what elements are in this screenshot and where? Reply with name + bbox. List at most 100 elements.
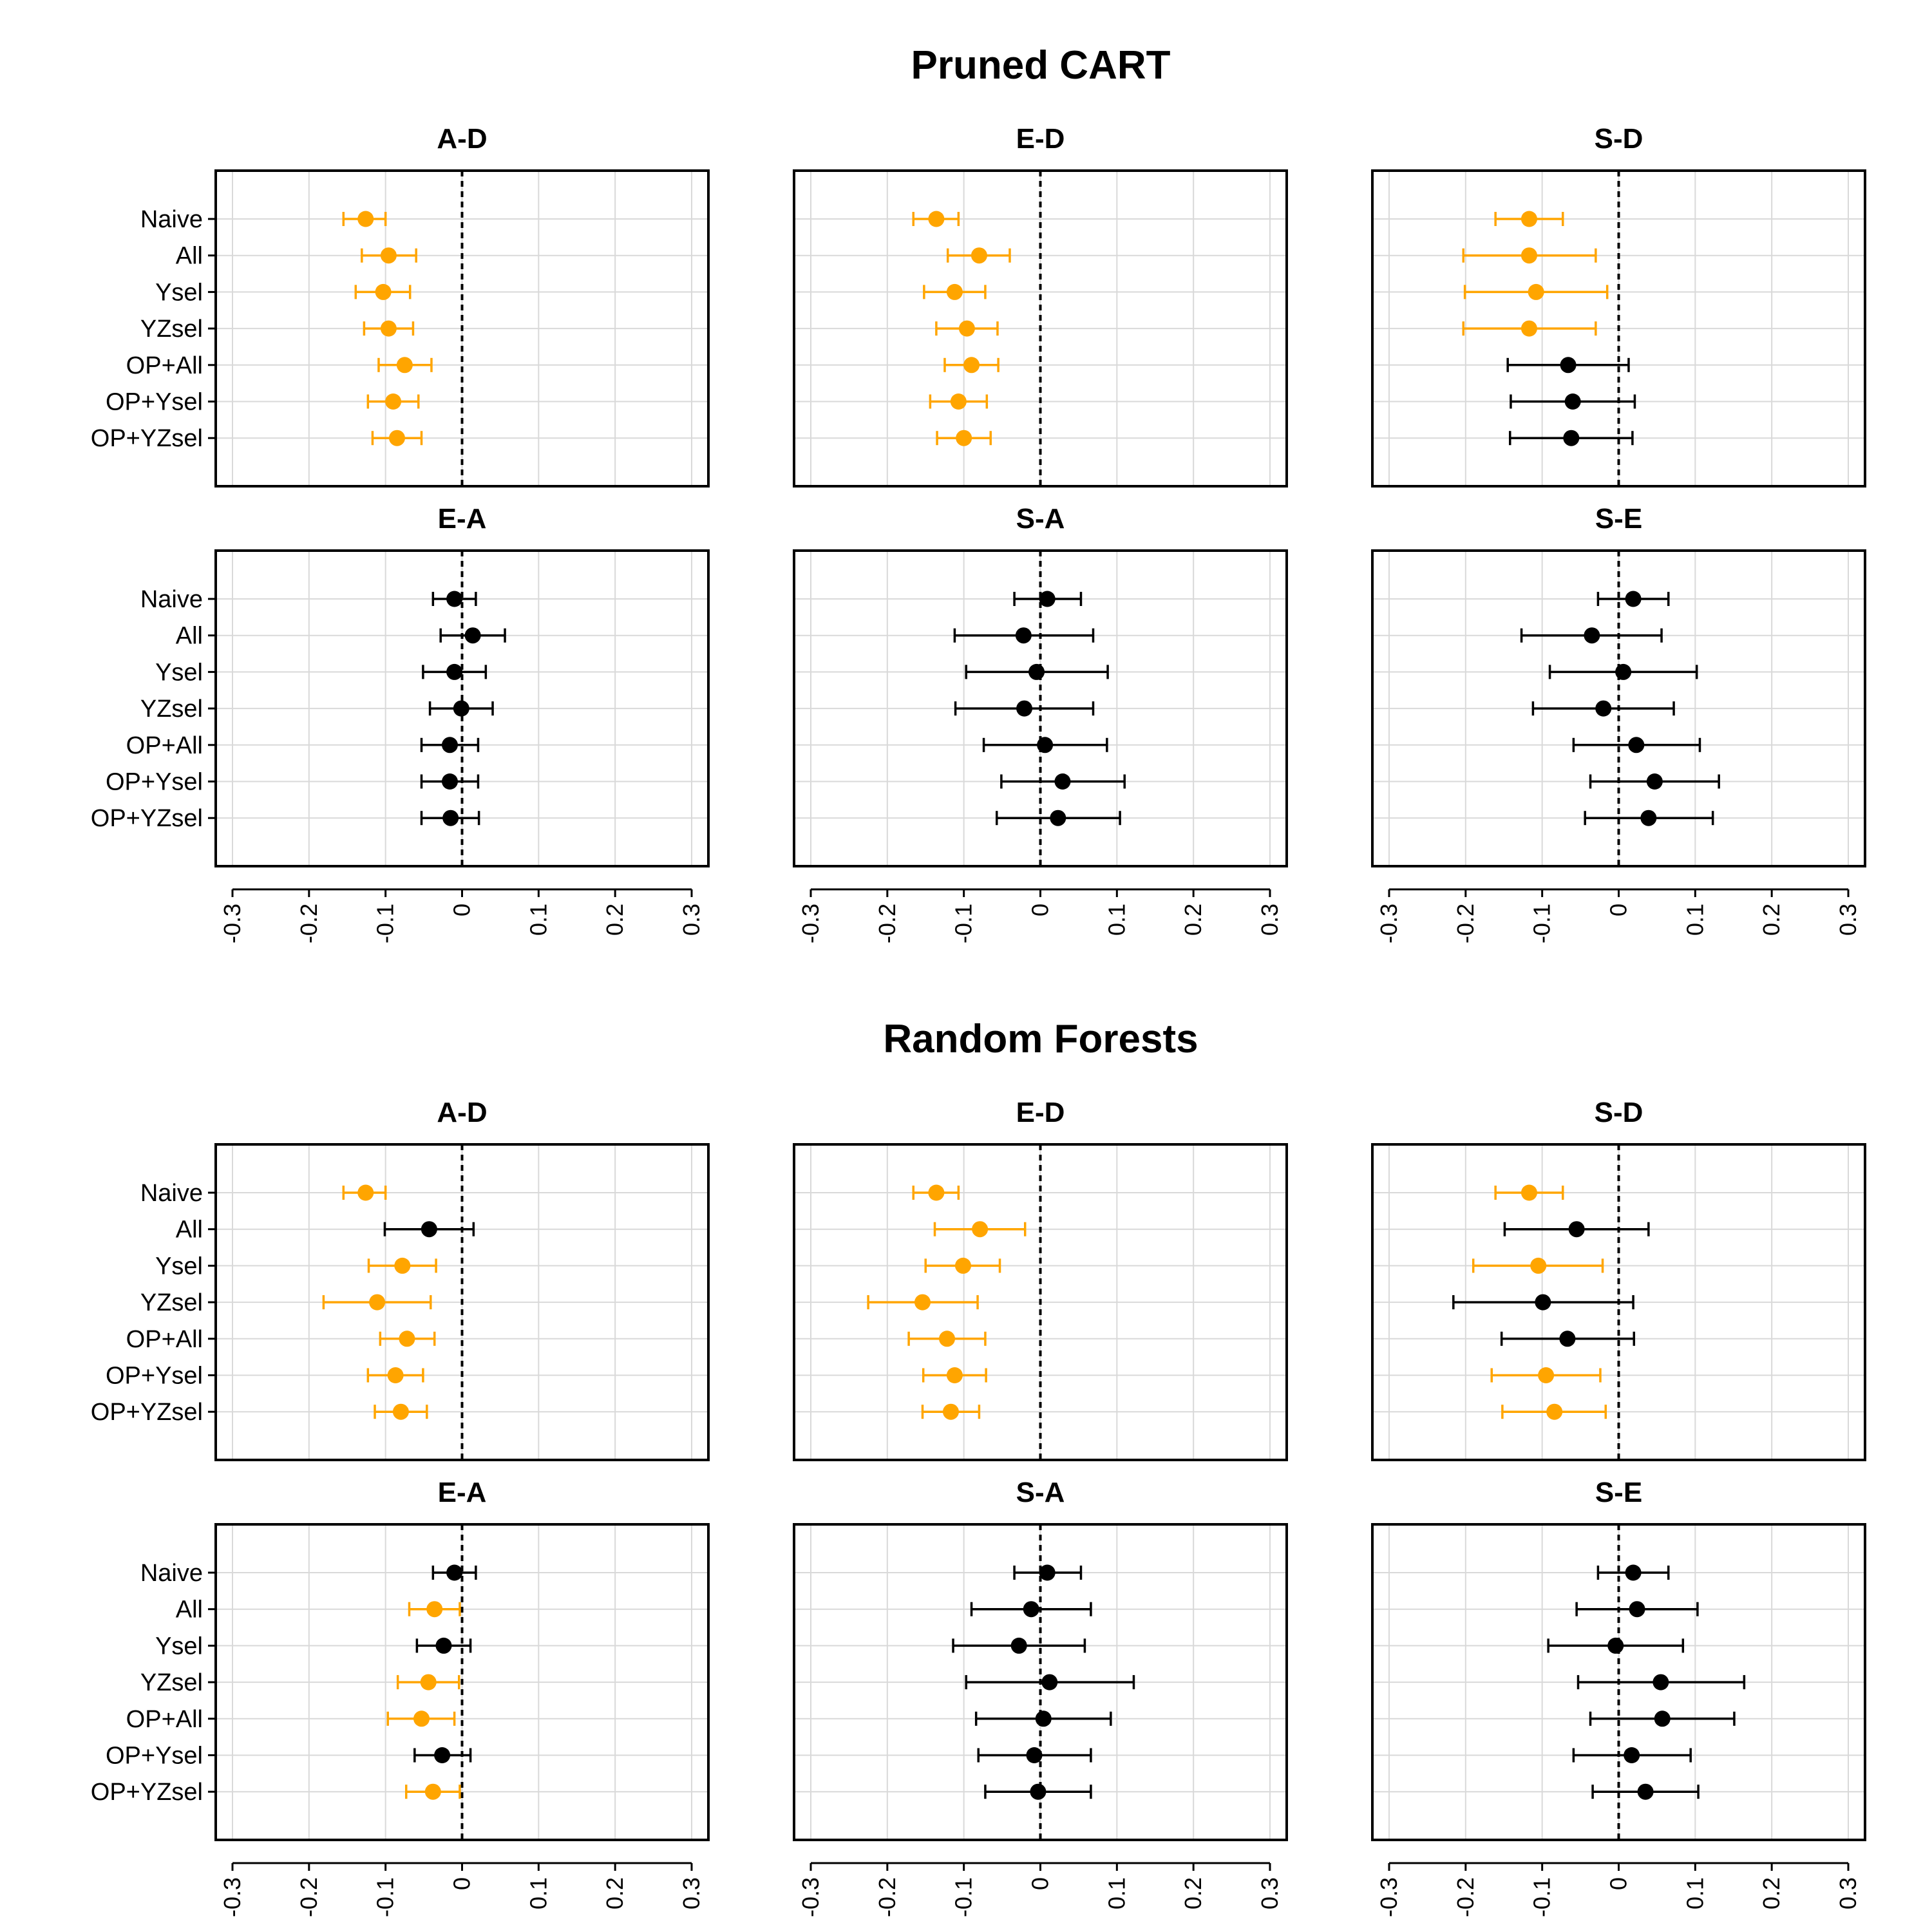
panel-title: E-D (1016, 1097, 1065, 1128)
category-label: OP+All (126, 1326, 203, 1353)
category-label: YZsel (140, 696, 203, 723)
category-label: Naive (140, 1560, 203, 1587)
point-estimate (1568, 1221, 1585, 1238)
point-estimate (1546, 1403, 1563, 1420)
point-estimate (972, 1221, 989, 1238)
x-tick-label: -0.3 (797, 1877, 824, 1917)
point-estimate (1625, 591, 1642, 607)
x-tick-label: -0.2 (1452, 904, 1479, 943)
estimate-op-plus-yzsel (374, 1403, 428, 1420)
point-estimate (942, 1403, 959, 1420)
estimate-all (361, 247, 417, 264)
point-estimate (1653, 1674, 1669, 1690)
point-estimate (1654, 1710, 1671, 1727)
point-estimate (435, 1637, 452, 1654)
x-tick-label: 0 (449, 904, 475, 916)
point-estimate (963, 357, 980, 374)
estimate-op-plus-all (379, 1331, 436, 1347)
point-estimate (1559, 1331, 1576, 1347)
point-estimate (1028, 663, 1045, 680)
x-tick-label: -0.3 (797, 904, 824, 943)
point-estimate (1054, 773, 1071, 790)
point-estimate (1520, 1184, 1537, 1201)
estimate-naive (1013, 1564, 1083, 1581)
x-tick-label: -0.1 (372, 1877, 399, 1917)
estimate-op-plus-all (974, 1710, 1112, 1727)
estimate-naive (431, 591, 477, 607)
point-estimate (1646, 773, 1663, 790)
point-estimate (1584, 627, 1600, 644)
point-estimate (380, 320, 397, 337)
estimate-ysel (1548, 663, 1698, 680)
x-tick-label: -0.2 (296, 904, 322, 943)
x-tick-label: 0 (1605, 904, 1632, 916)
estimate-ysel (923, 283, 987, 300)
panel-title: S-A (1016, 503, 1065, 535)
point-estimate (1035, 1710, 1052, 1727)
panel-title: S-E (1595, 1477, 1642, 1508)
x-tick-label: 0.1 (525, 904, 551, 936)
x-tick-label: 0.1 (1681, 1877, 1708, 1909)
point-estimate (392, 1403, 409, 1420)
category-label: Naive (140, 206, 203, 233)
x-tick-label: -0.3 (1376, 1877, 1402, 1917)
estimate-op-plus-all (1500, 1331, 1636, 1347)
x-axis: -0.3 -0.2 -0.1 0 0.1 0.2 0.3 (797, 1862, 1283, 1917)
estimate-all (408, 1601, 461, 1618)
category-label: OP+Ysel (106, 389, 203, 416)
estimate-op-plus-ysel (1000, 773, 1126, 790)
estimate-op-plus-yzsel (371, 430, 423, 446)
point-estimate (1015, 627, 1032, 644)
estimate-op-plus-all (982, 737, 1108, 753)
category-label: OP+Ysel (106, 1743, 203, 1770)
point-estimate (375, 283, 392, 300)
panel-a-d: A-D Naive All Ysel YZsel OP+All OP+Ysel OP+YZse… (91, 1097, 710, 1461)
point-estimate (1016, 700, 1033, 717)
estimate-yzsel (954, 700, 1095, 717)
category-label: Naive (140, 586, 203, 613)
estimate-yzsel (1462, 320, 1597, 337)
category-label: YZsel (140, 316, 203, 343)
point-estimate (1628, 737, 1645, 753)
estimate-all (383, 1221, 475, 1238)
x-tick-label: -0.1 (372, 904, 399, 943)
category-label: Ysel (155, 1633, 203, 1660)
estimate-all (439, 627, 506, 644)
point-estimate (958, 320, 975, 337)
point-estimate (369, 1294, 386, 1311)
panel-title: E-D (1016, 123, 1065, 155)
estimate-op-plus-ysel (420, 773, 480, 790)
category-label: All (176, 623, 203, 650)
point-estimate (426, 1601, 443, 1618)
estimate-all (1520, 627, 1663, 644)
estimate-op-plus-ysel (922, 1367, 987, 1383)
estimate-ysel (952, 1637, 1086, 1654)
point-estimate (1520, 211, 1537, 227)
estimate-naive (912, 211, 960, 227)
estimate-op-plus-yzsel (1584, 810, 1714, 826)
x-tick-label: 0 (449, 1877, 475, 1890)
x-tick-label: 0.2 (1758, 1877, 1785, 1909)
category-label: All (176, 243, 203, 270)
point-estimate (446, 591, 463, 607)
category-label: All (176, 1596, 203, 1624)
point-estimate (1625, 1564, 1642, 1581)
panel-e-d: E-D (793, 123, 1288, 488)
x-tick-label: 0 (1027, 1877, 1054, 1890)
panel-s-a: S-A -0.3 -0.2 -0.1 0 0.1 0.2 0.3 (793, 503, 1288, 943)
point-estimate (441, 737, 458, 753)
point-estimate (1039, 1564, 1056, 1581)
point-estimate (1520, 320, 1537, 337)
estimate-naive (342, 1184, 387, 1201)
point-estimate (387, 1367, 404, 1383)
panel-frame (793, 169, 1288, 488)
x-tick-label: -0.1 (951, 904, 977, 943)
estimate-ysel (415, 1637, 472, 1654)
point-estimate (1595, 700, 1612, 717)
point-estimate (357, 211, 374, 227)
point-estimate (385, 393, 402, 410)
point-estimate (1528, 283, 1544, 300)
estimate-op-plus-all (377, 357, 433, 374)
section-pruned-cart: Pruned CART A-D Naive All Ysel YZsel OP+All OP+… (91, 43, 1866, 943)
